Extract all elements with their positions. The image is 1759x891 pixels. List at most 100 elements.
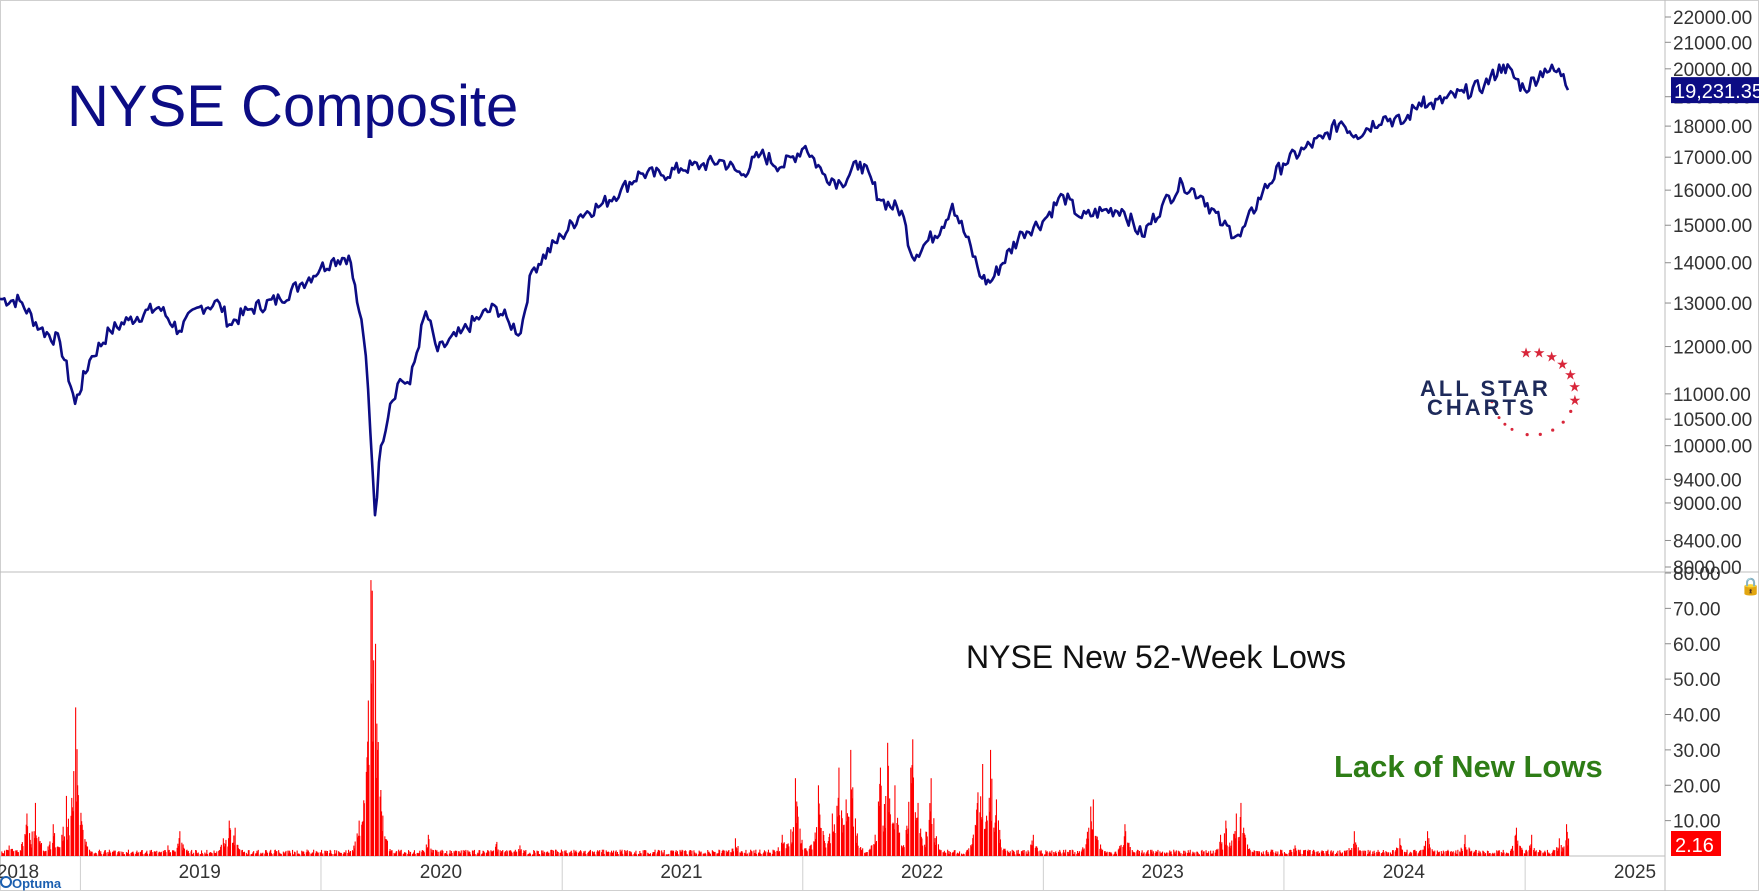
new-lows-bar <box>986 820 988 856</box>
new-lows-bar <box>1055 851 1057 856</box>
new-lows-bar <box>1110 852 1112 856</box>
new-lows-bar <box>644 850 646 856</box>
new-lows-bar <box>42 850 44 856</box>
new-lows-bar <box>1021 851 1023 856</box>
new-lows-bar <box>419 850 421 856</box>
new-lows-bar <box>657 851 659 856</box>
new-lows-bar <box>179 831 181 856</box>
new-lows-bar <box>606 852 608 856</box>
new-lows-bar <box>290 853 292 856</box>
logo-dot <box>1538 432 1542 436</box>
new-lows-bar <box>377 742 379 856</box>
price-tick-label: 17000.00 <box>1673 148 1752 169</box>
new-lows-bar <box>1427 848 1429 856</box>
new-lows-bar <box>1104 851 1106 856</box>
new-lows-bar <box>1016 850 1018 856</box>
new-lows-bar <box>59 847 61 856</box>
new-lows-bar <box>1376 853 1378 856</box>
new-lows-bar <box>214 852 216 856</box>
new-lows-bar <box>1524 853 1526 856</box>
new-lows-bar <box>170 852 172 856</box>
new-lows-bar <box>127 853 129 856</box>
new-lows-bar <box>214 853 216 856</box>
new-lows-bar <box>49 841 51 856</box>
new-lows-bar <box>910 767 912 856</box>
new-lows-bar <box>856 842 858 856</box>
new-lows-bar <box>315 853 317 856</box>
x-tick-label: 2024 <box>1383 862 1426 883</box>
new-lows-bar <box>1034 848 1036 856</box>
lows-tick-label: 50.00 <box>1673 670 1721 691</box>
new-lows-bar <box>758 852 760 856</box>
new-lows-bar <box>1401 849 1403 856</box>
new-lows-bar <box>29 839 31 856</box>
new-lows-bar <box>1568 838 1570 856</box>
new-lows-bar <box>81 821 83 856</box>
new-lows-bar <box>1138 851 1140 856</box>
new-lows-bar <box>1473 852 1475 856</box>
new-lows-bar <box>130 852 132 856</box>
new-lows-bar <box>1341 853 1343 856</box>
new-lows-bar <box>367 700 369 856</box>
new-lows-bar <box>931 824 933 856</box>
new-lows-bar <box>1102 849 1104 856</box>
new-lows-bar <box>1448 851 1450 856</box>
new-lows-bar <box>1446 853 1448 856</box>
new-lows-bar <box>1551 853 1553 856</box>
new-lows-bar <box>759 849 761 856</box>
new-lows-bar <box>1050 853 1052 856</box>
new-lows-bar <box>763 850 765 856</box>
new-lows-bar <box>205 854 207 856</box>
new-lows-bar <box>961 853 963 856</box>
new-lows-bar <box>1474 852 1476 856</box>
new-lows-bar <box>121 853 123 856</box>
new-lows-bar <box>11 848 13 856</box>
new-lows-bar <box>417 853 419 856</box>
new-lows-bar <box>773 850 775 856</box>
new-lows-bar <box>1067 851 1069 856</box>
new-lows-bar <box>1506 853 1508 856</box>
new-lows-bar <box>1368 853 1370 856</box>
new-lows-bar <box>1140 852 1142 856</box>
lows-chart-title: NYSE New 52-Week Lows <box>966 639 1346 675</box>
new-lows-bar <box>233 835 235 856</box>
new-lows-bar <box>128 854 130 856</box>
new-lows-bar <box>1492 852 1494 856</box>
new-lows-bar <box>357 837 359 856</box>
new-lows-bar <box>899 832 901 856</box>
new-lows-bar <box>1539 850 1541 856</box>
new-lows-bar <box>197 854 199 856</box>
new-lows-bar <box>1099 848 1101 856</box>
new-lows-bar <box>1383 852 1385 856</box>
new-lows-bar <box>444 853 446 856</box>
new-lows-bar <box>266 853 268 856</box>
new-lows-bar <box>1350 850 1352 856</box>
new-lows-bar <box>974 824 976 856</box>
new-lows-bar <box>776 850 778 856</box>
new-lows-bar <box>897 824 899 856</box>
new-lows-bar <box>1187 850 1189 856</box>
new-lows-bar <box>1340 853 1342 856</box>
new-lows-bar <box>245 852 247 856</box>
new-lows-bar <box>110 852 112 856</box>
new-lows-bar <box>268 852 270 856</box>
new-lows-bar <box>620 851 622 856</box>
new-lows-bar <box>370 580 372 856</box>
new-lows-bar <box>903 847 905 856</box>
new-lows-bar <box>324 850 326 856</box>
new-lows-bar <box>1463 844 1465 856</box>
new-lows-bar <box>338 852 340 856</box>
new-lows-bar <box>1392 850 1394 856</box>
new-lows-bar <box>241 849 243 856</box>
new-lows-bar <box>62 826 64 856</box>
new-lows-bar <box>1548 852 1550 856</box>
new-lows-bar <box>580 851 582 856</box>
new-lows-bar <box>939 850 941 856</box>
new-lows-bar <box>371 590 373 856</box>
new-lows-bar <box>410 851 412 856</box>
new-lows-bar <box>436 850 438 856</box>
new-lows-bar <box>1239 817 1241 856</box>
new-lows-bar <box>348 853 350 856</box>
new-lows-bar <box>721 853 723 856</box>
new-lows-bar <box>584 850 586 856</box>
